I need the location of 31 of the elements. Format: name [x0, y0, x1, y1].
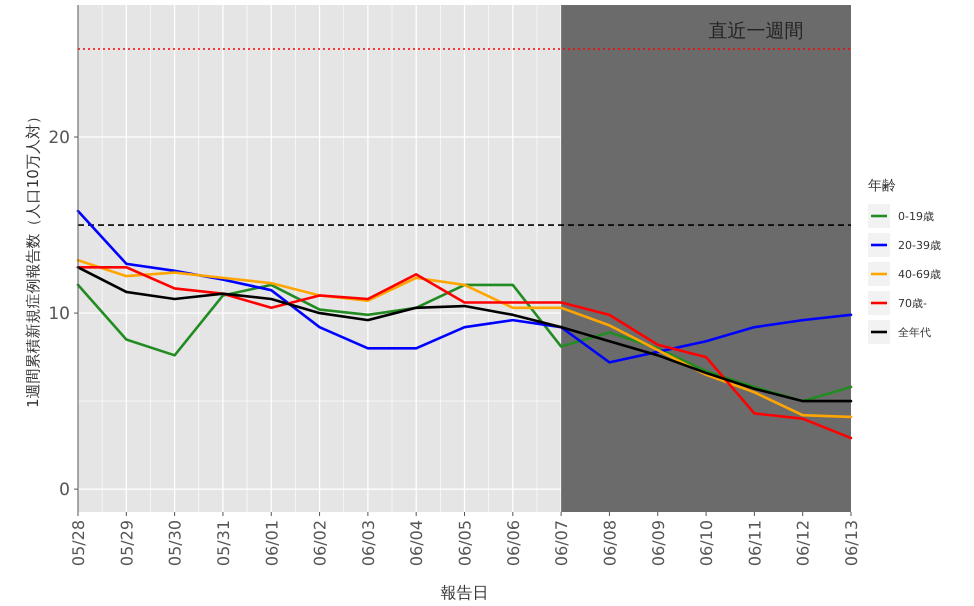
x-tick-label: 06/05	[456, 520, 474, 566]
x-tick-label: 05/30	[166, 520, 185, 566]
x-tick-label: 06/12	[794, 520, 813, 566]
y-axis-title: 1週間累積新規症例報告数（人口10万人対）	[24, 109, 42, 408]
x-tick-label: 06/07	[552, 520, 572, 566]
legend-label: 20-39歳	[898, 239, 941, 252]
x-tick-label: 06/08	[600, 520, 620, 566]
legend-label: 全年代	[898, 326, 931, 339]
x-tick-label: 06/02	[310, 520, 330, 566]
x-tick-label: 06/06	[504, 520, 523, 566]
band-label: 直近一週間	[708, 20, 804, 42]
x-tick-label: 06/01	[262, 520, 282, 566]
x-axis-title: 報告日	[440, 583, 488, 602]
line-series	[76, 210, 852, 364]
x-tick-label: 06/03	[358, 520, 378, 566]
legend-label: 0-19歳	[898, 210, 934, 223]
y-tick-label: 10	[48, 304, 70, 324]
legend-label: 40-69歳	[898, 268, 941, 281]
x-tick-label: 06/09	[648, 520, 668, 566]
x-tick-label: 06/04	[407, 520, 426, 566]
y-tick-label: 20	[48, 128, 70, 148]
x-tick-label: 05/28	[69, 520, 88, 566]
legend-title: 年齢	[868, 178, 896, 194]
x-tick-label: 05/31	[214, 520, 233, 566]
x-tick-label: 05/29	[117, 520, 136, 566]
legend-label: 70歳-	[898, 297, 927, 310]
line-series	[76, 266, 852, 440]
x-tick-label: 06/13	[842, 520, 861, 566]
x-tick-label: 06/10	[697, 520, 716, 566]
x-tick-label: 06/11	[745, 520, 764, 566]
y-tick-label: 0	[59, 480, 70, 500]
